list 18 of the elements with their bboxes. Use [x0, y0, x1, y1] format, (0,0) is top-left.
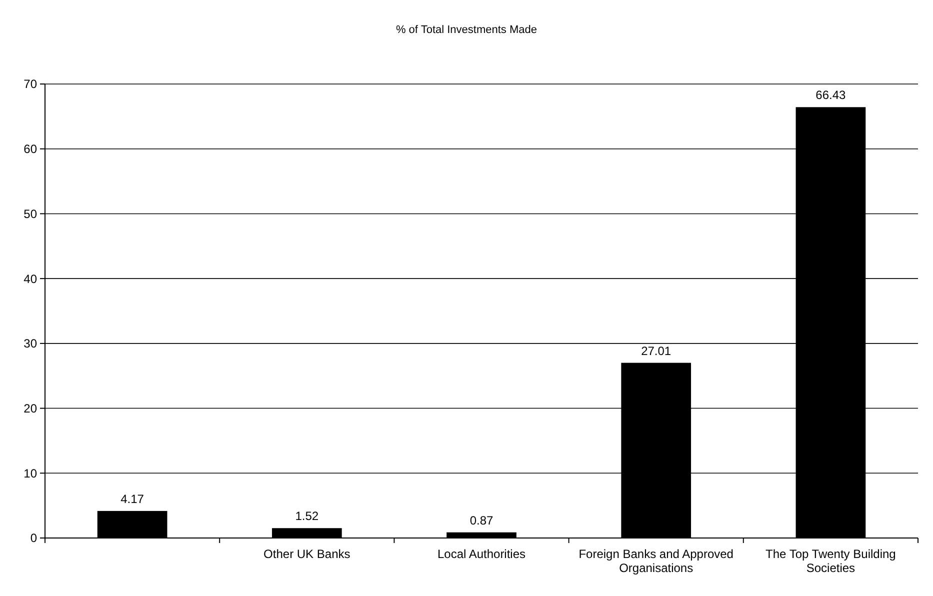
y-tick-label: 20: [24, 401, 38, 416]
y-tick-label: 0: [30, 531, 38, 546]
data-label: 1.52: [295, 509, 319, 524]
data-label: 0.87: [470, 513, 494, 528]
y-tick-label: 10: [24, 466, 38, 480]
x-tick-label: The Top Twenty Building Societies: [766, 547, 896, 575]
data-label: 27.01: [641, 344, 672, 358]
x-tick-label: Other UK Banks: [264, 547, 350, 561]
x-tick-label: Local Authorities: [437, 547, 526, 561]
y-tick-label: 30: [24, 336, 38, 351]
data-label: 4.17: [120, 492, 144, 506]
chart-title: % of Total Investments Made: [396, 24, 538, 36]
x-tick-label: Foreign Banks and Approved Organisations: [578, 547, 734, 575]
y-tick-label: 60: [24, 142, 38, 156]
y-tick-label: 50: [24, 206, 38, 221]
y-tick-label: 70: [24, 77, 38, 92]
data-label: 66.43: [816, 88, 846, 102]
y-tick-label: 40: [24, 272, 38, 286]
